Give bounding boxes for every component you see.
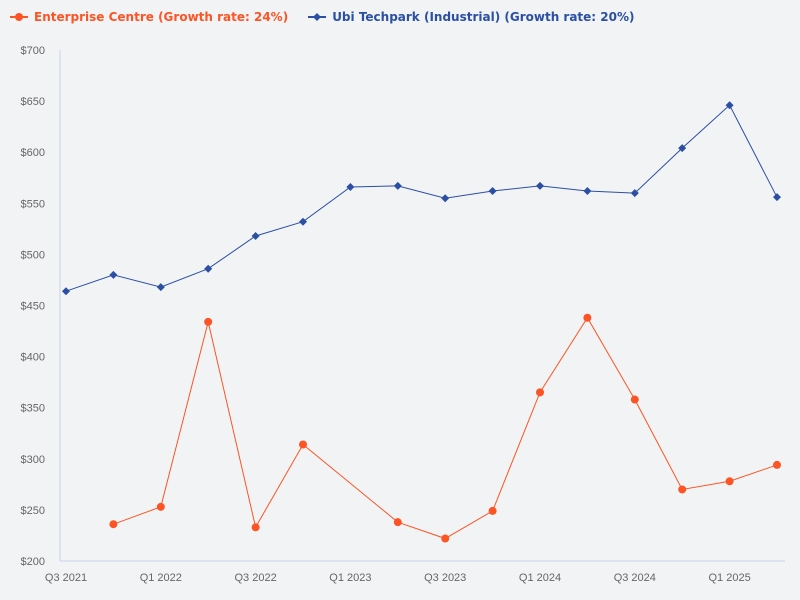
data-point (62, 287, 70, 296)
diamond-marker-icon (308, 13, 327, 21)
data-point (678, 485, 687, 494)
data-point (725, 101, 734, 110)
data-point (156, 502, 165, 511)
x-tick-label: Q1 2025 (708, 572, 750, 584)
data-point (204, 264, 213, 273)
data-point (393, 518, 402, 527)
data-point (488, 187, 497, 196)
data-point (725, 477, 734, 486)
legend: Enterprise Centre (Growth rate: 24%) Ubi… (10, 10, 634, 24)
data-point (441, 194, 450, 203)
data-point (583, 313, 592, 322)
x-tick-label: Q3 2021 (45, 572, 87, 584)
x-tick-label: Q1 2022 (140, 572, 182, 584)
series-line-0 (113, 316, 778, 540)
data-point (488, 506, 497, 515)
legend-label: Ubi Techpark (Industrial) (Growth rate: … (332, 10, 635, 24)
x-tick-label: Q3 2023 (424, 572, 466, 584)
data-point (583, 187, 592, 196)
x-tick-label: Q3 2022 (234, 572, 276, 584)
data-point (251, 523, 260, 532)
data-point (630, 395, 639, 404)
data-point (773, 193, 781, 202)
x-tick-label: Q1 2024 (519, 572, 561, 584)
y-tick-label: $400 (21, 352, 45, 364)
y-tick-label: $250 (21, 505, 45, 517)
data-point (773, 460, 781, 469)
data-point (678, 144, 687, 153)
data-point (441, 534, 450, 543)
data-point (536, 388, 544, 397)
data-point (109, 270, 118, 279)
data-point (346, 182, 355, 191)
legend-item-enterprise-centre[interactable]: Enterprise Centre (Growth rate: 24%) (10, 10, 288, 24)
legend-item-ubi-techpark[interactable]: Ubi Techpark (Industrial) (Growth rate: … (308, 10, 634, 24)
legend-label: Enterprise Centre (Growth rate: 24%) (34, 10, 289, 24)
data-point (299, 217, 307, 226)
y-tick-label: $200 (21, 556, 45, 568)
series-line-1 (65, 104, 778, 292)
y-tick-label: $350 (21, 403, 45, 415)
y-tick-label: $300 (21, 454, 45, 466)
x-tick-label: Q1 2023 (329, 572, 371, 584)
y-tick-label: $550 (21, 198, 45, 210)
y-tick-label: $500 (21, 249, 45, 261)
data-point (393, 181, 402, 190)
y-tick-label: $700 (21, 45, 45, 57)
y-tick-label: $450 (21, 301, 45, 313)
data-point (630, 189, 639, 198)
circle-marker-icon (10, 13, 28, 21)
data-point (156, 283, 165, 292)
y-tick-label: $650 (21, 96, 45, 108)
data-point (204, 317, 213, 326)
x-tick-label: Q3 2024 (614, 572, 656, 584)
y-tick-label: $600 (21, 147, 45, 159)
data-point (299, 440, 307, 449)
data-point (536, 181, 544, 190)
data-point (109, 520, 118, 529)
data-point (251, 232, 260, 241)
